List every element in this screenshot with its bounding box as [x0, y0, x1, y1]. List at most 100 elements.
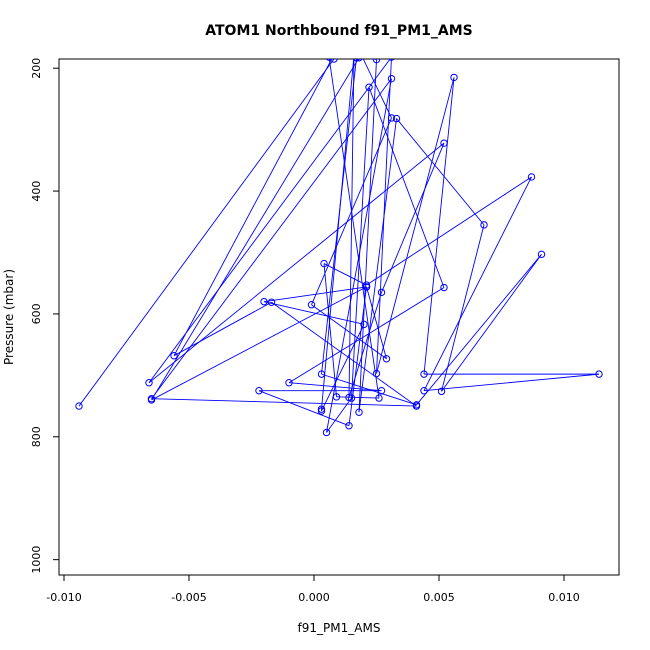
data-point — [320, 259, 328, 268]
series-line-segment — [263, 301, 365, 325]
data-point — [317, 370, 326, 378]
data-point — [437, 387, 446, 396]
x-tick-label: -0.010 — [46, 591, 81, 604]
y-tick-label: 200 — [30, 58, 43, 79]
series-line-segment — [326, 78, 392, 433]
data-point — [387, 74, 396, 83]
series-line-segment — [288, 287, 445, 384]
series-line-segment — [323, 263, 367, 286]
series-line-segment — [263, 286, 367, 303]
y-tick-label: 1000 — [30, 546, 43, 574]
data-point — [325, 59, 333, 61]
data-point — [351, 52, 357, 58]
series-line-segment — [329, 57, 357, 58]
data-point — [392, 114, 401, 123]
data-point — [375, 394, 383, 402]
series-line-segment — [271, 301, 417, 407]
series-line-segment — [376, 77, 455, 374]
data-point — [317, 407, 326, 415]
data-point — [420, 387, 428, 395]
series-line-segment — [323, 263, 337, 397]
series-line-segment — [441, 224, 485, 392]
series-line-segment — [362, 59, 392, 119]
data-point — [75, 402, 83, 410]
series-line-segment — [173, 59, 333, 356]
series-line-segment — [321, 324, 365, 412]
series-line-segment — [366, 286, 387, 359]
series-line-segment — [368, 87, 445, 288]
data-point — [285, 379, 293, 387]
data-point — [353, 59, 355, 60]
data-series-points — [75, 52, 603, 437]
data-series-lines — [78, 57, 600, 433]
data-point — [330, 59, 338, 63]
data-point — [440, 283, 448, 292]
series-line-segment — [348, 286, 367, 426]
series-line-segment — [348, 59, 355, 398]
x-tick-label: -0.005 — [171, 591, 206, 604]
data-point — [147, 396, 156, 404]
data-point — [347, 394, 356, 402]
data-point — [267, 298, 276, 306]
data-point — [365, 83, 373, 91]
data-point — [331, 52, 337, 58]
data-point — [353, 59, 360, 62]
plot-area-border — [58, 58, 620, 576]
data-point — [420, 370, 428, 378]
series-line-segment — [336, 396, 380, 399]
data-point — [450, 73, 458, 82]
data-point — [387, 114, 396, 122]
x-axis: -0.010 -0.005 0.000 0.005 0.010 — [46, 575, 580, 604]
x-tick-label: 0.005 — [423, 591, 455, 604]
y-tick-label: 400 — [30, 181, 43, 202]
series-line-segment — [416, 254, 542, 406]
data-point — [537, 250, 546, 259]
series-line-segment — [441, 254, 542, 392]
data-point — [145, 379, 153, 387]
series-line-segment — [328, 59, 380, 399]
data-point — [595, 370, 603, 378]
series-line-segment — [358, 118, 397, 413]
chart-title: ATOM1 Northbound f91_PM1_AMS — [205, 23, 472, 39]
data-point — [345, 422, 353, 430]
data-point — [372, 59, 381, 64]
data-point — [382, 355, 391, 363]
x-tick-label: 0.000 — [298, 591, 330, 604]
series-line-segment — [423, 176, 532, 391]
data-point — [355, 408, 363, 416]
series-line-segment — [358, 59, 377, 413]
series-line-segment — [311, 304, 387, 360]
series-line-segment — [423, 77, 455, 375]
series-line-segment — [381, 142, 445, 293]
series-line-segment — [151, 286, 367, 401]
y-tick-label: 600 — [30, 303, 43, 324]
series-line-segment — [423, 373, 600, 392]
series-line-segment — [151, 398, 417, 407]
data-point — [360, 320, 368, 329]
series-line-segment — [351, 87, 370, 399]
data-point — [480, 221, 488, 229]
series-line-segment — [78, 59, 335, 407]
x-tick-label: 0.010 — [548, 591, 580, 604]
series-line-segment — [396, 118, 485, 226]
data-point — [260, 297, 268, 306]
y-tick-label: 800 — [30, 426, 43, 447]
data-point — [412, 402, 421, 410]
data-point — [255, 387, 263, 395]
series-line-segment — [258, 390, 350, 427]
data-point — [332, 393, 341, 401]
data-point — [388, 59, 395, 61]
series-line-segment — [151, 78, 392, 399]
data-point — [307, 301, 316, 309]
x-axis-label: f91_PM1_AMS — [298, 621, 381, 635]
data-point — [440, 139, 448, 147]
data-point — [377, 387, 386, 395]
data-point — [355, 59, 363, 62]
series-line-segment — [321, 59, 355, 410]
y-axis-label: Pressure (mbar) — [2, 269, 16, 365]
series-line-segment — [151, 59, 359, 401]
data-point — [527, 173, 536, 181]
data-point — [361, 59, 362, 60]
data-point — [372, 369, 381, 378]
